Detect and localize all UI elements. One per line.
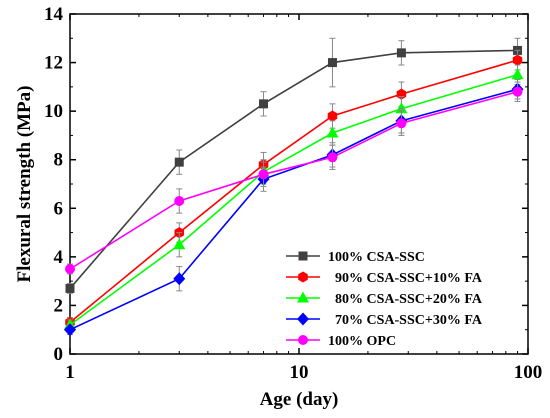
series-5-point	[65, 264, 75, 274]
y-tick-label: 4	[54, 247, 64, 268]
series-4-point	[64, 323, 76, 337]
legend-item-2: 90% CSA-SSC+10% FA	[286, 271, 483, 286]
x-axis-title: Age (day)	[260, 389, 339, 410]
series-2-point	[512, 54, 523, 66]
series-1-point	[259, 99, 269, 109]
series-3-point	[173, 238, 186, 250]
series-2-point	[327, 110, 338, 122]
legend-label: 80% CSA-SSC+20% FA	[328, 292, 483, 307]
x-tick-label: 10	[290, 362, 309, 383]
series-5	[65, 81, 523, 275]
legend-label: 100% CSA-SSC	[328, 250, 425, 265]
legend-marker	[297, 312, 309, 326]
legend-item-1: 100% CSA-SSC	[286, 250, 425, 265]
series-1-point	[327, 58, 337, 68]
series-4-point	[173, 272, 186, 286]
series-1	[65, 37, 523, 294]
series-5-point	[327, 152, 338, 163]
series-1-point	[396, 48, 406, 58]
legend-item-4: 70% CSA-SSC+30% FA	[286, 312, 483, 328]
series-layer	[64, 37, 524, 337]
series-2	[65, 49, 523, 328]
x-tick-label: 100	[514, 362, 543, 383]
series-5-point	[258, 169, 269, 180]
y-tick-label: 12	[44, 53, 63, 74]
series-5-error-bars	[67, 81, 521, 275]
series-1-error-bars	[67, 37, 521, 294]
legend-label: 70% CSA-SSC+30% FA	[328, 313, 483, 328]
legend-label: 90% CSA-SSC+10% FA	[328, 271, 483, 286]
series-3-point	[395, 102, 408, 114]
series-2-line	[69, 59, 518, 324]
series-4-line	[69, 88, 518, 331]
legend-item-3: 80% CSA-SSC+20% FA	[286, 291, 483, 307]
y-tick-label: 14	[44, 4, 64, 25]
legend-marker	[298, 271, 308, 283]
legend: 100% CSA-SSC 90% CSA-SSC+10% FA 80% CSA-…	[286, 250, 483, 349]
legend-label: 100% OPC	[328, 334, 396, 349]
legend-marker	[298, 251, 308, 261]
y-tick-label: 2	[54, 295, 64, 316]
y-tick-label: 10	[44, 101, 63, 122]
y-tick-label: 8	[54, 150, 64, 171]
series-5-line	[69, 90, 518, 270]
y-axis-title: Flexural strength (MPa)	[14, 86, 35, 283]
series-3	[64, 64, 524, 331]
series-5-point	[174, 196, 185, 206]
x-tick-label: 1	[65, 362, 75, 383]
legend-marker	[297, 291, 309, 303]
series-1-point	[174, 157, 184, 167]
series-1-point	[65, 283, 75, 293]
series-5-point	[396, 118, 407, 129]
series-1-line	[69, 49, 518, 289]
axis-ticks: 0 2 4 6 8 10 12 14 1 10 100	[44, 4, 542, 383]
series-3-line	[69, 73, 518, 326]
y-tick-label: 6	[54, 198, 64, 219]
legend-marker	[298, 335, 308, 345]
legend-item-5: 100% OPC	[286, 334, 396, 349]
series-3-error-bars	[67, 64, 521, 331]
series-3-point	[511, 68, 524, 80]
series-3-point	[326, 126, 339, 138]
series-5-point	[512, 86, 523, 97]
y-tick-label: 0	[54, 344, 64, 365]
